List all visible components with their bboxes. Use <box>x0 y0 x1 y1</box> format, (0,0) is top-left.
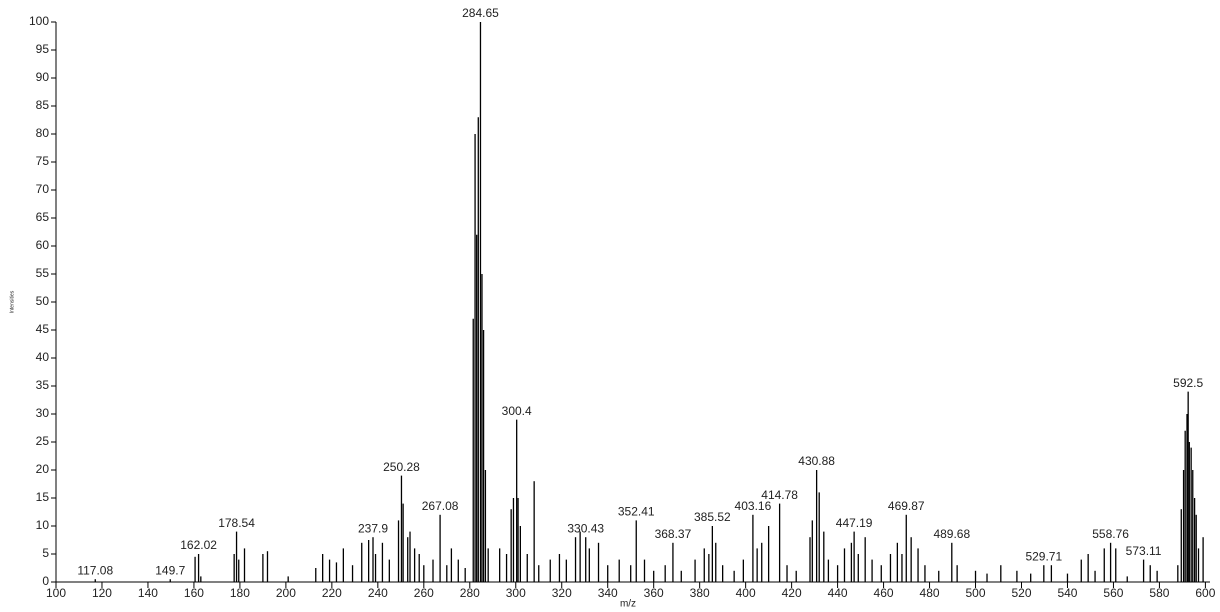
peak-label: 430.88 <box>798 454 835 468</box>
x-tick-label: 200 <box>276 586 296 600</box>
x-tick-label: 380 <box>690 586 710 600</box>
x-tick-label: 180 <box>230 586 250 600</box>
x-tick-label: 400 <box>736 586 756 600</box>
y-tick-label: 15 <box>36 490 50 504</box>
x-tick-label: 320 <box>552 586 572 600</box>
peak-label: 267.08 <box>422 499 459 513</box>
x-tick-label: 140 <box>138 586 158 600</box>
peak-label: 162.02 <box>180 538 217 552</box>
x-tick-label: 540 <box>1057 586 1077 600</box>
y-tick-label: 45 <box>36 322 50 336</box>
y-tick-label: 70 <box>36 182 50 196</box>
x-tick-label: 220 <box>322 586 342 600</box>
y-tick-label: 25 <box>36 434 50 448</box>
y-tick-label: 65 <box>36 210 50 224</box>
y-tick-label: 90 <box>36 70 50 84</box>
peak-label: 149.7 <box>155 563 185 577</box>
x-tick-label: 360 <box>644 586 664 600</box>
y-tick-label: 60 <box>36 238 50 252</box>
y-tick-label: 20 <box>36 462 50 476</box>
y-tick-label: 30 <box>36 406 50 420</box>
x-tick-label: 300 <box>506 586 526 600</box>
x-tick-label: 440 <box>828 586 848 600</box>
peak-label: 352.41 <box>618 505 655 519</box>
chart: m/z Intensities 051015202530354045505560… <box>0 0 1220 612</box>
x-tick-label: 520 <box>1011 586 1031 600</box>
x-tick-label: 580 <box>1149 586 1169 600</box>
peak-label: 447.19 <box>836 516 873 530</box>
x-tick-label: 560 <box>1103 586 1123 600</box>
peak-label: 414.78 <box>761 488 798 502</box>
y-tick-label: 40 <box>36 350 50 364</box>
peak-label: 469.87 <box>888 499 925 513</box>
peak-label: 300.4 <box>502 404 532 418</box>
y-tick-label: 35 <box>36 378 50 392</box>
x-tick-label: 120 <box>92 586 112 600</box>
x-tick-label: 340 <box>598 586 618 600</box>
x-tick-label: 260 <box>414 586 434 600</box>
x-tick-label: 420 <box>782 586 802 600</box>
y-tick-label: 55 <box>36 266 50 280</box>
peak-label: 489.68 <box>933 527 970 541</box>
x-tick-label: 160 <box>184 586 204 600</box>
peak-label: 385.52 <box>694 510 731 524</box>
y-axis-label: Intensities <box>9 290 15 313</box>
x-tick-label: 280 <box>460 586 480 600</box>
y-tick-label: 10 <box>36 518 50 532</box>
y-tick-label: 5 <box>42 546 49 560</box>
y-tick-label: 50 <box>36 294 50 308</box>
x-axis-label: m/z <box>620 599 636 610</box>
y-tick-label: 100 <box>29 14 49 28</box>
y-tick-label: 85 <box>36 98 50 112</box>
x-tick-label: 460 <box>874 586 894 600</box>
y-tick-label: 95 <box>36 42 50 56</box>
peak-label: 237.9 <box>358 521 388 535</box>
peak-label: 117.08 <box>77 563 113 577</box>
peak-label: 368.37 <box>655 527 692 541</box>
peak-label: 558.76 <box>1092 527 1129 541</box>
peak-label: 573.11 <box>1126 544 1162 558</box>
x-tick-label: 480 <box>920 586 940 600</box>
peak-label: 592.5 <box>1173 376 1203 390</box>
peak-label: 284.65 <box>462 6 499 20</box>
peak-label: 178.54 <box>218 516 255 530</box>
y-tick-label: 80 <box>36 126 50 140</box>
peak-label: 250.28 <box>383 460 420 474</box>
peak-label: 529.71 <box>1025 549 1062 563</box>
x-tick-label: 600 <box>1195 586 1215 600</box>
x-tick-label: 500 <box>966 586 986 600</box>
x-tick-label: 240 <box>368 586 388 600</box>
x-tick-label: 100 <box>46 586 66 600</box>
y-tick-label: 75 <box>36 154 50 168</box>
peak-label: 330.43 <box>567 521 604 535</box>
